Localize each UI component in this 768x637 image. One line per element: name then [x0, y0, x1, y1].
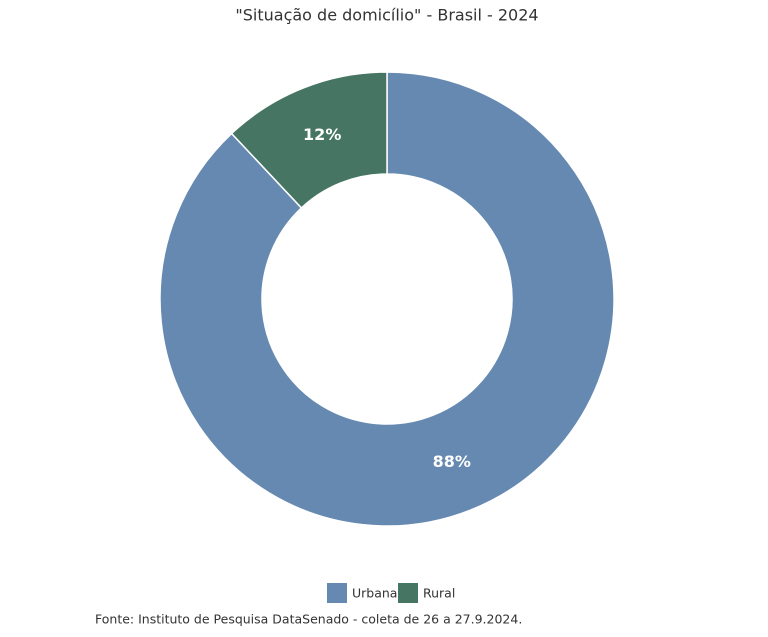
donut-slice [159, 71, 615, 527]
legend-swatch [398, 583, 418, 603]
data-label: 12% [303, 125, 341, 144]
legend-label: Urbana [352, 586, 397, 601]
legend-label: Rural [423, 586, 455, 601]
chart-title: "Situação de domicílio" - Brasil - 2024 [235, 6, 538, 25]
data-label: 88% [433, 452, 471, 471]
donut-slice [230, 71, 388, 209]
source-note: Fonte: Instituto de Pesquisa DataSenado … [95, 612, 522, 627]
legend-swatch [327, 583, 347, 603]
